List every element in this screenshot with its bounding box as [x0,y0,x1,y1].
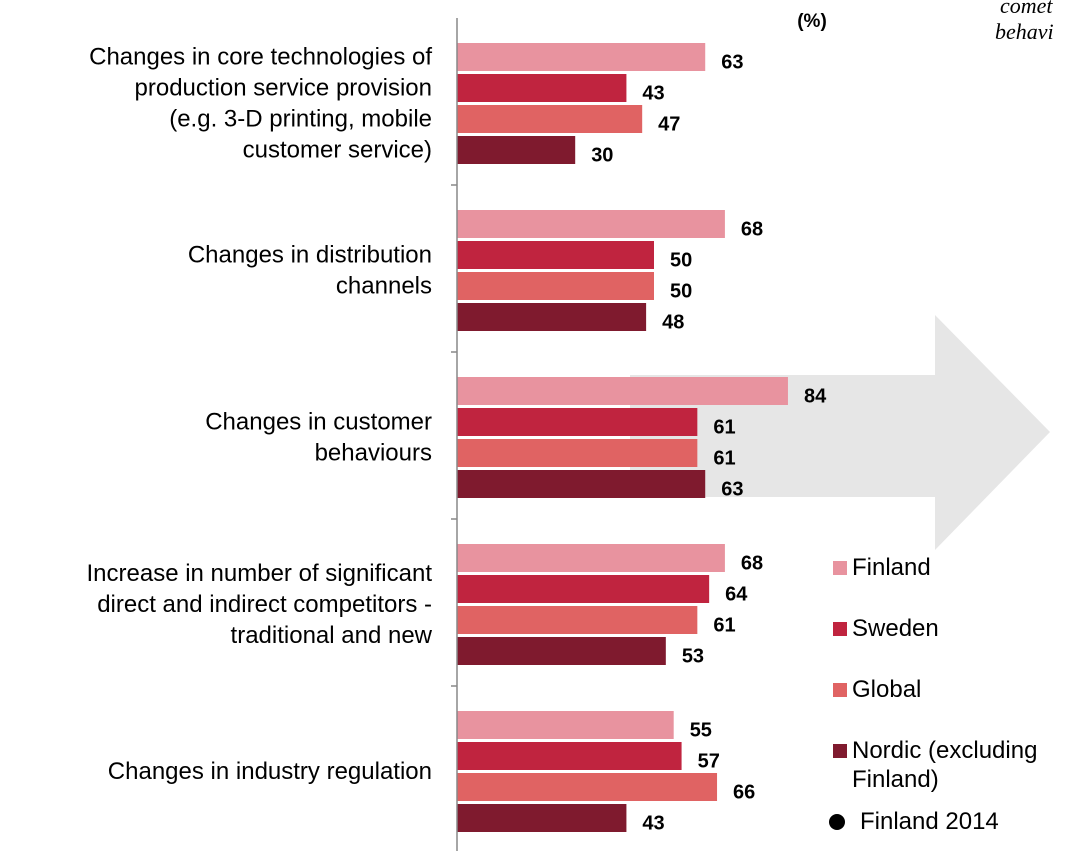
bar [457,575,710,603]
side-text: behavi [995,19,1054,44]
value-label: 55 [690,719,712,741]
value-label: 63 [721,478,743,500]
legend-marker [829,814,845,830]
bar [457,544,725,572]
value-label: 68 [741,552,763,574]
value-label: 68 [741,218,763,240]
value-label: 61 [713,416,735,438]
value-label: 61 [713,614,735,636]
legend-label: Sweden [852,615,939,642]
bar [457,105,643,133]
bar [457,74,627,102]
bar [457,606,698,634]
value-label: 61 [713,447,735,469]
legend-label: Finland [852,554,931,581]
legend-swatch [833,683,847,697]
bar [457,470,706,498]
value-label: 57 [698,750,720,772]
category-label: Changes in customer [205,408,432,435]
value-label: 84 [804,385,827,407]
value-label: 30 [591,144,613,166]
legend-label: Finland 2014 [860,808,999,835]
bar [457,377,788,405]
bar [457,773,718,801]
category-label: traditional and new [231,622,433,649]
bar [457,303,647,331]
bar [457,241,654,269]
bar [457,210,725,238]
value-label: 64 [725,583,748,605]
value-label: 66 [733,781,755,803]
value-label: 50 [670,249,692,271]
category-label: (e.g. 3-D printing, mobile [169,105,432,132]
bar [457,439,698,467]
legend-label: Nordic (excluding Finland) [852,737,1038,793]
bar [457,711,674,739]
category-label: Changes in industry regulation [108,758,432,785]
category-label: channels [336,272,432,299]
legend-swatch [833,744,847,758]
value-label: 48 [662,311,684,333]
bar [457,637,666,665]
bar [457,272,654,300]
unit-label: (%) [797,11,827,32]
category-label: Changes in distribution [188,241,432,268]
value-label: 50 [670,280,692,302]
side-text: comet [1000,0,1053,18]
plot: Changes in core technologies of productio… [86,43,827,834]
category-label: direct and indirect competitors - [97,591,432,618]
arrow [630,315,1050,550]
bar [457,742,682,770]
legend-swatch [833,622,847,636]
category-label: Changes in core technologies of [89,43,432,70]
value-label: 63 [721,51,743,73]
bar [457,136,576,164]
bar [457,804,627,832]
bar [457,408,698,436]
value-label: 53 [682,645,704,667]
category-label: behaviours [315,439,432,466]
value-label: 43 [642,812,664,834]
value-label: 47 [658,113,680,135]
bar [457,43,706,71]
value-label: 43 [642,82,664,104]
category-label: customer service) [243,136,432,163]
category-label: production service provision [135,74,432,101]
legend-label: Global [852,676,922,703]
legend-swatch [833,561,847,575]
category-label: Increase in number of significant [86,560,432,587]
